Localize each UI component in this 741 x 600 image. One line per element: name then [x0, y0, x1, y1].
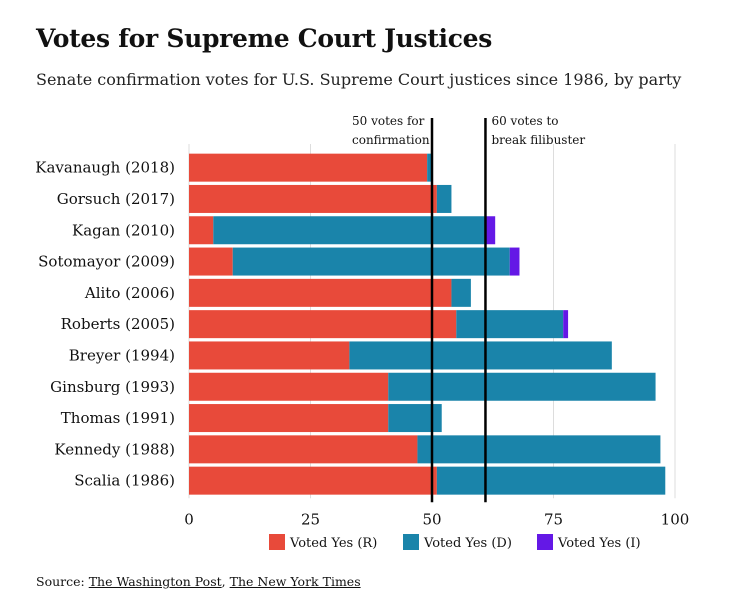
bar-d-0	[427, 153, 432, 182]
chart-subtitle: Senate confirmation votes for U.S. Supre…	[36, 70, 682, 89]
bar-d-3	[232, 247, 510, 276]
x-tick-label: 100	[661, 510, 690, 528]
reference-label-61: 60 votes to	[491, 114, 558, 128]
bar-d-2	[213, 216, 486, 245]
source-separator: ,	[221, 574, 226, 589]
bar-r-3	[189, 247, 233, 276]
legend-label-d: Voted Yes (D)	[423, 536, 512, 551]
category-label: Kavanaugh (2018)	[35, 159, 175, 177]
bar-r-10	[189, 466, 437, 495]
bar-d-6	[349, 341, 612, 370]
category-label: Sotomayor (2009)	[38, 253, 175, 271]
bar-r-7	[189, 372, 389, 401]
bar-d-1	[436, 184, 452, 213]
reference-label-50: confirmation	[352, 133, 430, 147]
category-label: Thomas (1991)	[61, 409, 175, 427]
bar-r-4	[189, 278, 452, 307]
bar-i-3	[509, 247, 520, 276]
x-tick-label: 0	[184, 510, 194, 528]
x-tick-label: 25	[301, 510, 320, 528]
category-label: Gorsuch (2017)	[57, 190, 175, 208]
source-link-washington-post[interactable]: The Washington Post	[88, 574, 222, 589]
bar-d-7	[388, 372, 656, 401]
x-tick-label: 50	[422, 510, 441, 528]
legend-label-i: Voted Yes (I)	[557, 536, 641, 551]
bar-d-8	[388, 404, 442, 433]
category-label: Alito (2006)	[84, 284, 175, 302]
legend-swatch-i	[537, 534, 553, 550]
bar-d-5	[456, 310, 564, 339]
source-link-new-york-times[interactable]: The New York Times	[229, 574, 361, 589]
bar-i-5	[563, 310, 569, 339]
reference-label-61: break filibuster	[491, 133, 585, 147]
bar-r-9	[189, 435, 418, 464]
bar-r-0	[189, 153, 428, 182]
bar-d-4	[451, 278, 471, 307]
legend-swatch-r	[269, 534, 285, 550]
bar-r-5	[189, 310, 457, 339]
source-note: Source: The Washington Post, The New Yor…	[36, 574, 361, 589]
x-tick-label: 75	[544, 510, 563, 528]
legend-label-r: Voted Yes (R)	[289, 536, 377, 551]
reference-label-50: 50 votes for	[352, 114, 425, 128]
chart-title: Votes for Supreme Court Justices	[36, 24, 493, 53]
bar-d-9	[417, 435, 661, 464]
legend-swatch-d	[403, 534, 419, 550]
category-label: Scalia (1986)	[74, 472, 175, 490]
category-label: Kagan (2010)	[72, 221, 175, 239]
category-label: Ginsburg (1993)	[50, 378, 175, 396]
bar-r-8	[189, 404, 389, 433]
bar-r-2	[189, 216, 214, 245]
bar-i-2	[485, 216, 496, 245]
category-label: Roberts (2005)	[61, 315, 175, 333]
category-label: Kennedy (1988)	[54, 440, 175, 458]
category-label: Breyer (1994)	[69, 346, 175, 364]
bar-r-1	[189, 184, 437, 213]
bar-d-10	[436, 466, 666, 495]
source-label: Source:	[36, 574, 85, 589]
bar-r-6	[189, 341, 350, 370]
